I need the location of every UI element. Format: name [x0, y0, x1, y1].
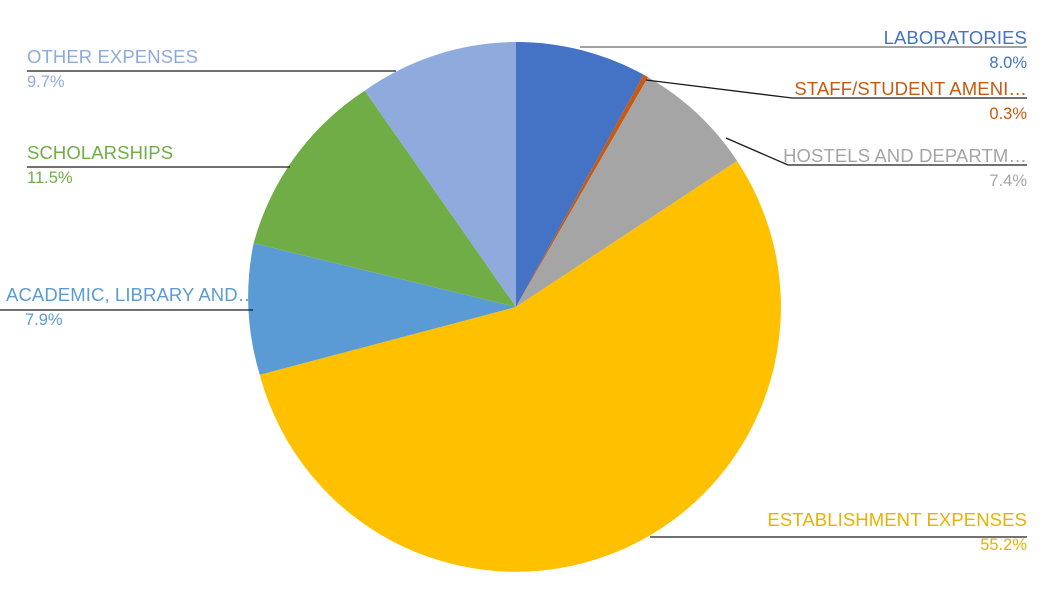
callout-other-expenses[interactable]: OTHER EXPENSES 9.7% [27, 45, 387, 93]
callout-staff-student-amenities[interactable]: STAFF/STUDENT AMENI… 0.3% [607, 77, 1027, 125]
callout-percent-hostels-and-departmental: 7.4% [989, 172, 1027, 190]
callout-percent-other-expenses: 9.7% [27, 73, 65, 91]
pie-slice-staff-student-amenities[interactable] [516, 74, 649, 307]
callout-label-hostels-and-departmental: HOSTELS AND DEPARTM… [783, 145, 1027, 166]
pie-slices [248, 41, 781, 572]
callout-academic-library[interactable]: ACADEMIC, LIBRARY AND… 7.9% [6, 283, 336, 331]
pie-slice-academic-library[interactable] [248, 243, 516, 375]
callout-scholarships[interactable]: SCHOLARSHIPS 11.5% [27, 141, 357, 189]
callout-percent-establishment-expenses: 55.2% [980, 536, 1027, 554]
callout-percent-scholarships: 11.5% [27, 169, 73, 187]
callout-percent-academic-library: 7.9% [25, 311, 63, 329]
callout-label-establishment-expenses: ESTABLISHMENT EXPENSES [767, 509, 1027, 530]
callout-hostels-and-departmental[interactable]: HOSTELS AND DEPARTM… 7.4% [597, 144, 1027, 192]
callout-laboratories[interactable]: LABORATORIES 8.0% [627, 26, 1027, 74]
pie-slice-laboratories[interactable] [516, 41, 644, 307]
callout-label-other-expenses: OTHER EXPENSES [27, 46, 199, 67]
callout-percent-staff-student-amenities: 0.3% [989, 105, 1027, 123]
callout-establishment-expenses[interactable]: ESTABLISHMENT EXPENSES 55.2% [597, 508, 1027, 556]
leader-line-staff-student-amenities [645, 79, 1027, 99]
callout-label-academic-library: ACADEMIC, LIBRARY AND… [6, 284, 257, 305]
pie-slice-other-expenses[interactable] [364, 42, 516, 307]
pie-slice-hostels-and-departmental[interactable] [516, 77, 738, 307]
leader-line-hostels-and-departmental [725, 137, 1027, 166]
callout-label-scholarships: SCHOLARSHIPS [27, 142, 174, 163]
pie-slice-scholarships[interactable] [253, 90, 516, 308]
pie-slice-establishment-expenses[interactable] [259, 160, 781, 572]
leader-lines [0, 46, 1027, 538]
callout-percent-laboratories: 8.0% [989, 54, 1027, 72]
callout-label-laboratories: LABORATORIES [883, 27, 1027, 48]
callout-label-staff-student-amenities: STAFF/STUDENT AMENI… [794, 78, 1027, 99]
